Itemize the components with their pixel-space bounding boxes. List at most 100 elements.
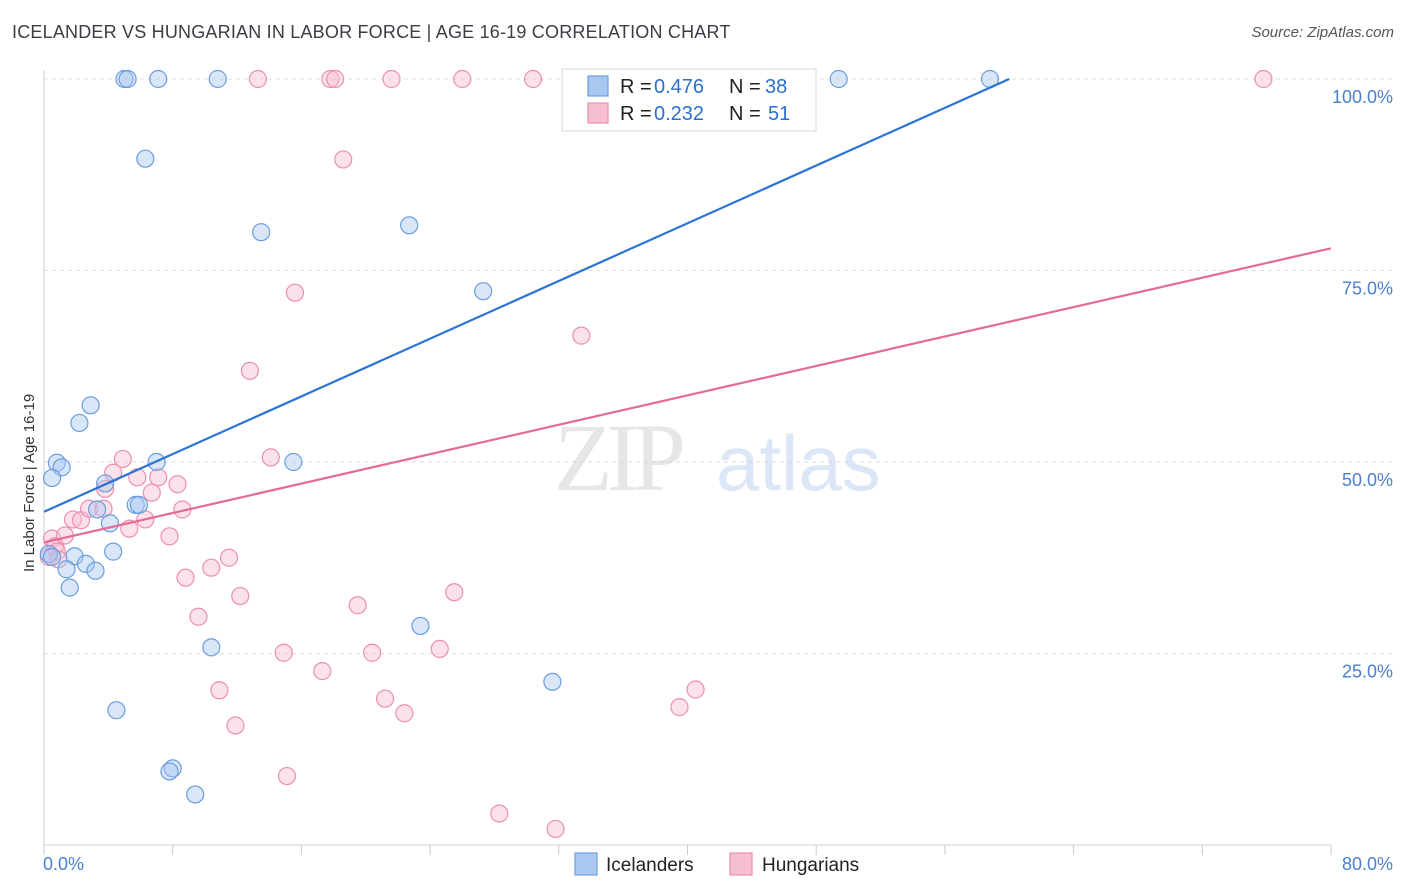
watermark-zip: ZIP	[554, 404, 683, 511]
icelanders-point-36	[160, 762, 179, 781]
hungarians-point-3	[382, 69, 401, 89]
hungarians-point-2	[326, 69, 345, 89]
icelanders-point-17	[42, 468, 62, 488]
bottom-swatch-icelanders	[574, 852, 598, 876]
x-tick-label-1: 80.0%	[1342, 854, 1393, 874]
icelanders-point-26	[76, 554, 95, 573]
icelanders-point-27	[104, 542, 123, 561]
hungarians-point-42	[363, 643, 382, 662]
legend-n-label-hungarians: N =	[729, 103, 761, 125]
hungarians-regression-line	[43, 247, 1332, 544]
hungarians-point-11	[240, 361, 260, 380]
legend-r-value-icelanders: 0.476	[654, 76, 704, 98]
legend-r-value-hungarians: 0.232	[654, 103, 704, 125]
icelanders-point-21	[129, 495, 149, 514]
y-tick-label-3: 100.0%	[1332, 87, 1393, 107]
hungarians-point-7	[1254, 69, 1273, 89]
icelanders-point-8	[252, 223, 271, 242]
hungarians-point-10	[572, 326, 591, 345]
icelanders-point-5	[829, 69, 848, 89]
hungarians-point-46	[210, 681, 229, 700]
hungarians-point-48	[670, 698, 689, 717]
legend-swatch-icelanders	[587, 75, 609, 97]
y-axis-label: In Labor Force | Age 16-19	[21, 394, 38, 572]
y-tick-label-1: 50.0%	[1342, 470, 1393, 490]
icelanders-points	[39, 69, 1000, 804]
icelanders-point-35	[163, 759, 182, 778]
bottom-label-icelanders: Icelanders	[606, 855, 694, 876]
hungarians-point-52	[490, 804, 509, 823]
icelanders-point-33	[543, 672, 562, 691]
icelanders-point-30	[60, 578, 79, 597]
hungarians-point-4	[453, 69, 472, 89]
icelanders-point-32	[202, 638, 221, 657]
grid-lines	[44, 78, 1392, 654]
hungarians-point-35	[202, 558, 221, 577]
watermark-atlas: atlas	[716, 419, 881, 507]
x-tick-label-0: 0.0%	[43, 854, 84, 874]
icelanders-point-23	[39, 544, 58, 564]
icelanders-point-11	[81, 396, 100, 415]
hungarians-point-49	[395, 704, 414, 723]
legend-n-value-icelanders: 38	[765, 76, 787, 98]
source-label: Source: ZipAtlas.com	[1251, 24, 1394, 41]
hungarians-point-23	[113, 449, 132, 469]
hungarians-point-29	[261, 448, 280, 467]
legend-r-label-hungarians: R =	[620, 103, 652, 125]
hungarians-point-47	[375, 689, 395, 708]
icelanders-point-31	[411, 616, 430, 636]
icelanders-point-10	[474, 282, 493, 301]
hungarians-point-41	[274, 643, 293, 662]
y-tick-labels: 25.0% 50.0% 75.0% 100.0%	[1332, 87, 1393, 682]
hungarians-point-28	[168, 475, 187, 494]
legend-r-label-icelanders: R =	[620, 76, 652, 98]
hungarians-point-37	[231, 586, 250, 606]
icelanders-point-12	[70, 413, 89, 433]
hungarians-point-44	[313, 662, 332, 681]
icelanders-point-19	[87, 500, 107, 519]
watermark: ZIP atlas	[554, 404, 881, 511]
bottom-label-hungarians: Hungarians	[762, 855, 859, 876]
icelanders-point-3	[208, 69, 227, 89]
icelanders-point-37	[186, 785, 205, 804]
hungarians-point-39	[348, 596, 367, 615]
series-legend: Icelanders Hungarians	[574, 852, 859, 876]
icelanders-point-1	[118, 69, 137, 89]
bottom-swatch-hungarians	[729, 852, 753, 876]
hungarians-point-34	[219, 548, 239, 567]
hungarians-point-27	[142, 483, 161, 502]
icelanders-point-34	[107, 701, 126, 720]
icelanders-point-9	[400, 216, 419, 235]
legend-swatch-hungarians	[587, 102, 609, 124]
icelanders-point-16	[284, 452, 303, 472]
hungarians-point-26	[149, 468, 168, 487]
icelanders-point-29	[86, 561, 105, 580]
hungarians-point-36	[176, 568, 195, 587]
x-tick-labels: 0.0% 80.0%	[43, 854, 1393, 874]
hungarians-point-38	[445, 583, 464, 602]
regression-lines	[43, 77, 1332, 544]
hungarians-point-0	[248, 69, 268, 89]
hungarians-point-9	[285, 283, 305, 302]
chart-title: ICELANDER VS HUNGARIAN IN LABOR FORCE | …	[12, 22, 731, 42]
icelanders-regression-line	[43, 77, 1010, 513]
hungarians-point-43	[430, 639, 449, 659]
icelanders-point-2	[149, 69, 168, 89]
correlation-legend: R = 0.476 N = 38 R = 0.232 N = 51	[561, 68, 817, 132]
hungarians-point-40	[189, 607, 208, 626]
hungarians-point-53	[546, 819, 565, 839]
icelanders-point-28	[57, 560, 76, 579]
legend-n-value-hungarians: 51	[768, 103, 790, 125]
y-tick-label-0: 25.0%	[1342, 662, 1393, 682]
icelanders-point-24	[42, 547, 62, 567]
hungarians-point-1	[321, 69, 340, 89]
hungarians-point-8	[334, 150, 353, 169]
axes	[43, 70, 1332, 855]
hungarians-point-51	[277, 766, 297, 786]
hungarians-point-25	[128, 468, 147, 487]
legend-n-label-icelanders: N =	[729, 76, 761, 98]
hungarians-point-50	[226, 716, 245, 735]
hungarians-point-33	[160, 527, 179, 546]
icelanders-point-7	[136, 149, 155, 168]
